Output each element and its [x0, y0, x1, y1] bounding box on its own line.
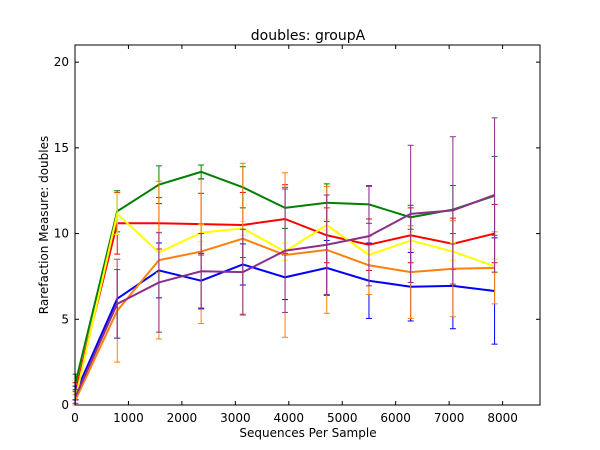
plot-area [72, 117, 498, 406]
x-tick-label: 3000 [220, 411, 251, 425]
y-tick-label: 5 [61, 312, 69, 326]
y-tick-label: 15 [54, 141, 69, 155]
series-6 [72, 117, 498, 404]
chart-title: doubles: groupA [251, 28, 366, 44]
x-tick-label: 2000 [167, 411, 198, 425]
x-tick-label: 1000 [113, 411, 144, 425]
x-tick-label: 4000 [274, 411, 305, 425]
series-line-6 [74, 194, 495, 397]
x-tick-label: 0 [71, 411, 79, 425]
axes-frame: 0 1000 2000 3000 4000 5000 6000 7000 8000 0 5 10 15 2… [54, 44, 541, 425]
x-axis-label: Sequences Per Sample [239, 426, 376, 440]
x-tick-label: 6000 [380, 411, 411, 425]
x-tick-label: 7000 [434, 411, 465, 425]
y-tick-label: 20 [54, 55, 69, 69]
y-axis-label: Rarefaction Measure: doubles [37, 136, 51, 314]
y-tick-label: 0 [61, 398, 69, 412]
x-tick-label: 8000 [487, 411, 518, 425]
x-tick-label: 5000 [327, 411, 358, 425]
plot-border [74, 44, 541, 406]
y-tick-label: 10 [54, 227, 69, 241]
